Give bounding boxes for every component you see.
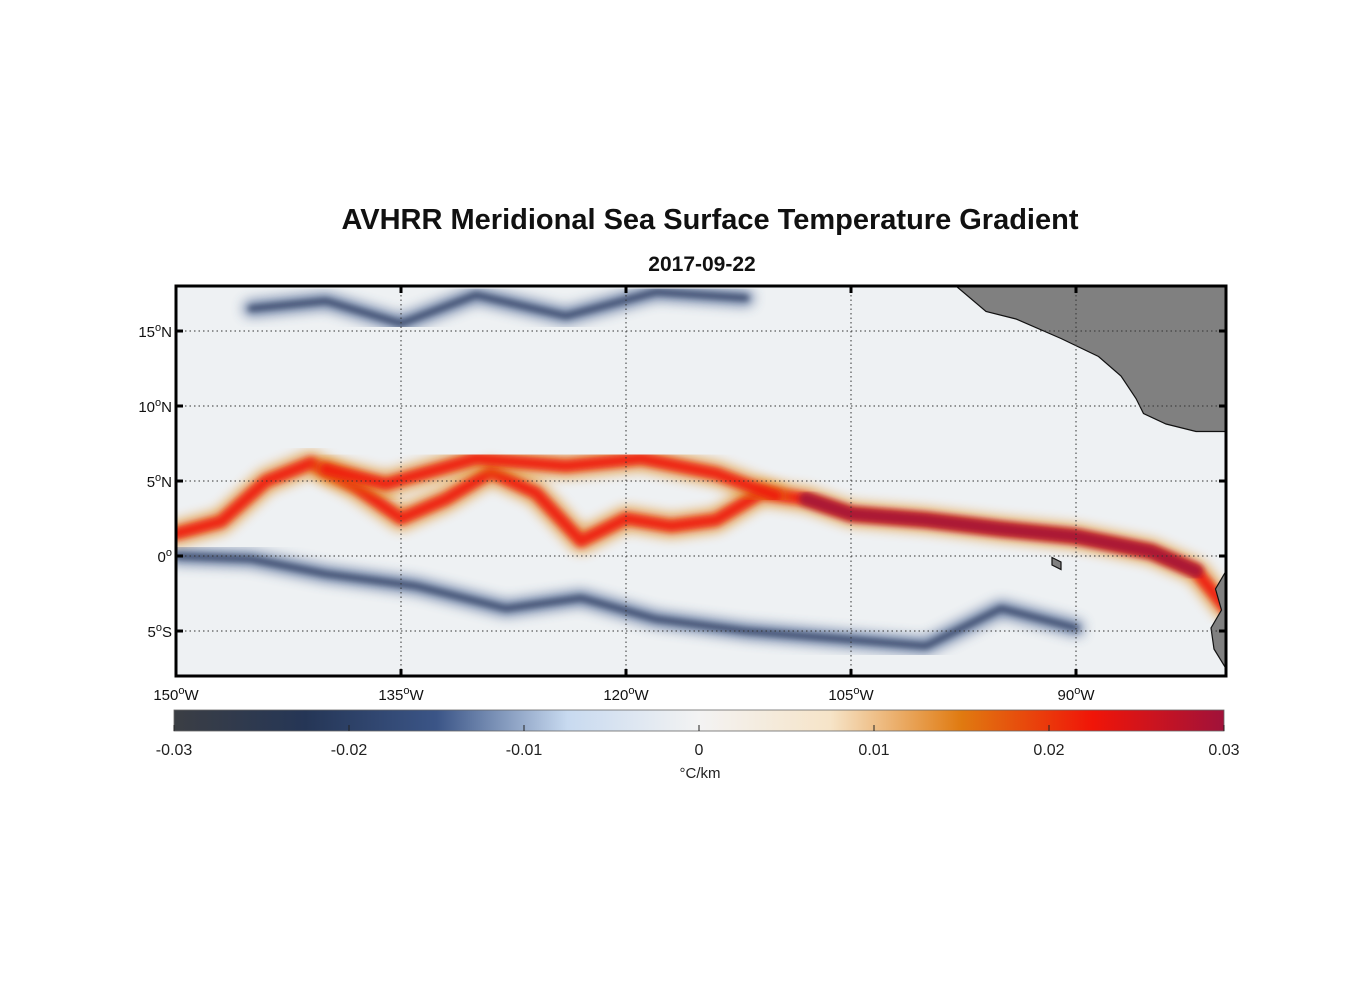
- central-america-land: [955, 286, 1226, 433]
- x-tick-label: 135oW: [378, 685, 424, 704]
- colorbar-tick-label: 0.03: [1208, 742, 1239, 759]
- x-tick-label: 150oW: [153, 685, 199, 704]
- axis-ticks: 150oW 135oW 120oW 105oW 90oW 15oN 10oN 5oN 0o 5oS: [138, 286, 1226, 704]
- y-tick-label: 5oS: [148, 622, 172, 641]
- x-tick-label: 105oW: [828, 685, 874, 704]
- y-tick-label: 0o: [158, 547, 172, 566]
- tiw-crest-band: [320, 452, 782, 502]
- land-masses: [955, 286, 1226, 676]
- colorbar-ticks: -0.03 -0.02 -0.01 0 0.01 0.02 0.03: [156, 725, 1240, 759]
- y-tick-label: 5oN: [147, 472, 172, 491]
- north-cold-eddies: [248, 289, 749, 327]
- south-america-coast-land: [1210, 569, 1226, 676]
- galapagos-land: [1051, 556, 1062, 571]
- graticule: [176, 286, 1226, 676]
- south-equatorial-cold-band: [176, 553, 1079, 649]
- chart-subtitle: 2017-09-22: [648, 253, 756, 276]
- x-tick-label: 90oW: [1058, 685, 1096, 704]
- colorbar-tick-label: 0.01: [858, 742, 889, 759]
- y-tick-label: 10oN: [138, 397, 172, 416]
- y-tick-label: 15oN: [138, 322, 172, 341]
- colorbar-tick-label: -0.01: [506, 742, 543, 759]
- equatorial-front-core: [799, 492, 1203, 578]
- gradient-field: [176, 286, 1226, 654]
- colorbar-units-label: °C/km: [679, 765, 721, 782]
- colorbar-gradient: [174, 710, 1224, 731]
- colorbar-tick-label: 0.02: [1033, 742, 1064, 759]
- chart-title: AVHRR Meridional Sea Surface Temperature…: [341, 204, 1079, 236]
- colorbar-tick-label: 0: [695, 742, 704, 759]
- colorbar-tick-label: -0.03: [156, 742, 193, 759]
- colorbar-tick-label: -0.02: [331, 742, 368, 759]
- x-tick-label: 120oW: [603, 685, 649, 704]
